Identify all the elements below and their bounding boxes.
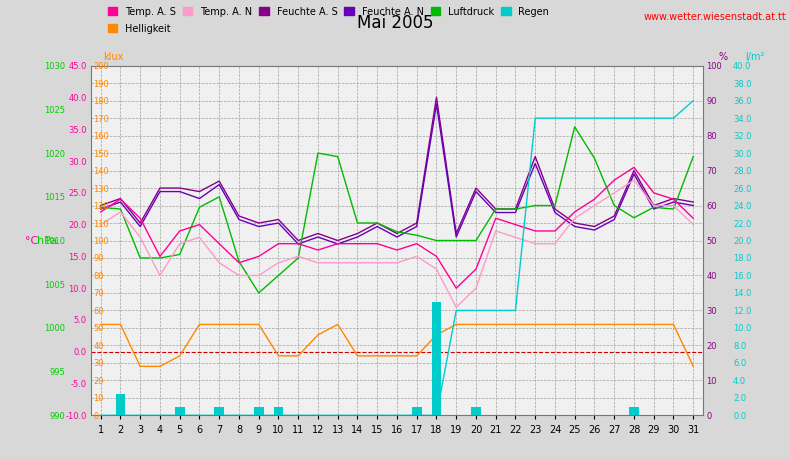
Text: 18.0: 18.0 bbox=[733, 254, 751, 263]
Text: 1005: 1005 bbox=[43, 280, 65, 289]
Text: Mai 2005: Mai 2005 bbox=[357, 14, 433, 32]
Bar bbox=[115, 394, 126, 415]
Text: 5.0: 5.0 bbox=[73, 316, 87, 325]
Text: 40.0: 40.0 bbox=[733, 62, 751, 71]
Text: °C: °C bbox=[25, 236, 38, 246]
Text: 80: 80 bbox=[706, 132, 717, 141]
Text: klux: klux bbox=[103, 52, 123, 62]
Text: hPa: hPa bbox=[37, 236, 58, 246]
Text: 100: 100 bbox=[93, 236, 109, 246]
Text: l/m²: l/m² bbox=[745, 52, 764, 62]
Text: 34.0: 34.0 bbox=[733, 114, 751, 123]
Text: 24.0: 24.0 bbox=[733, 202, 751, 211]
Text: 12.0: 12.0 bbox=[733, 306, 751, 315]
Text: 10: 10 bbox=[93, 393, 103, 403]
Text: 0: 0 bbox=[706, 411, 712, 420]
Text: 1010: 1010 bbox=[43, 236, 65, 246]
Text: 60: 60 bbox=[93, 306, 103, 315]
Text: 25.0: 25.0 bbox=[69, 189, 87, 198]
Bar bbox=[214, 407, 224, 415]
Text: 170: 170 bbox=[93, 114, 109, 123]
Text: 995: 995 bbox=[49, 367, 65, 376]
Text: %: % bbox=[718, 52, 728, 62]
Text: 15.0: 15.0 bbox=[69, 252, 87, 261]
Text: 50: 50 bbox=[93, 324, 103, 333]
Text: 30.0: 30.0 bbox=[69, 157, 87, 166]
Text: 20: 20 bbox=[706, 341, 717, 350]
Text: 30: 30 bbox=[93, 358, 103, 368]
Text: 16.0: 16.0 bbox=[733, 271, 751, 280]
Text: 100: 100 bbox=[706, 62, 722, 71]
Text: 8.0: 8.0 bbox=[733, 341, 747, 350]
Text: 22.0: 22.0 bbox=[733, 219, 751, 228]
Text: 20.0: 20.0 bbox=[69, 221, 87, 230]
Text: 38.0: 38.0 bbox=[733, 79, 752, 89]
Text: 180: 180 bbox=[93, 97, 109, 106]
Text: www.wetter.wiesenstadt.at.tt: www.wetter.wiesenstadt.at.tt bbox=[643, 11, 786, 22]
Text: 70: 70 bbox=[93, 289, 103, 298]
Bar bbox=[471, 407, 481, 415]
Bar bbox=[431, 302, 442, 415]
Text: 130: 130 bbox=[93, 184, 109, 193]
Text: 150: 150 bbox=[93, 149, 109, 158]
Bar bbox=[175, 407, 185, 415]
Text: 190: 190 bbox=[93, 79, 109, 89]
Text: 2.0: 2.0 bbox=[733, 393, 747, 403]
Text: 10.0: 10.0 bbox=[733, 324, 751, 333]
Text: 1030: 1030 bbox=[43, 62, 65, 71]
Text: 50: 50 bbox=[706, 236, 717, 246]
Text: 32.0: 32.0 bbox=[733, 132, 751, 141]
Text: 120: 120 bbox=[93, 202, 109, 211]
Text: 200: 200 bbox=[93, 62, 109, 71]
Text: 14.0: 14.0 bbox=[733, 289, 751, 298]
Text: 110: 110 bbox=[93, 219, 109, 228]
Text: 30.0: 30.0 bbox=[733, 149, 751, 158]
Text: -5.0: -5.0 bbox=[71, 379, 87, 388]
Text: 1015: 1015 bbox=[43, 193, 65, 202]
Text: 40: 40 bbox=[93, 341, 103, 350]
Text: 140: 140 bbox=[93, 167, 109, 176]
Text: 30: 30 bbox=[706, 306, 717, 315]
Text: 20: 20 bbox=[93, 376, 103, 385]
Text: 0.0: 0.0 bbox=[733, 411, 747, 420]
Text: 990: 990 bbox=[49, 411, 65, 420]
Text: 1000: 1000 bbox=[43, 324, 65, 333]
Text: 1025: 1025 bbox=[43, 106, 65, 115]
Text: 45.0: 45.0 bbox=[69, 62, 87, 71]
Text: 0.0: 0.0 bbox=[73, 347, 87, 357]
Bar bbox=[273, 407, 284, 415]
Bar bbox=[629, 407, 639, 415]
Text: 60: 60 bbox=[706, 202, 717, 211]
Text: 0: 0 bbox=[93, 411, 99, 420]
Text: 10.0: 10.0 bbox=[69, 284, 87, 293]
Bar bbox=[412, 407, 422, 415]
Text: 80: 80 bbox=[93, 271, 103, 280]
Text: 20.0: 20.0 bbox=[733, 236, 751, 246]
Text: 160: 160 bbox=[93, 132, 109, 141]
Text: 26.0: 26.0 bbox=[733, 184, 751, 193]
Text: 10: 10 bbox=[706, 376, 717, 385]
Text: 40.0: 40.0 bbox=[69, 94, 87, 103]
Bar bbox=[254, 407, 264, 415]
Text: 28.0: 28.0 bbox=[733, 167, 751, 176]
Text: 1020: 1020 bbox=[43, 149, 65, 158]
Legend: Helligkeit: Helligkeit bbox=[107, 24, 171, 34]
Text: 4.0: 4.0 bbox=[733, 376, 747, 385]
Text: 6.0: 6.0 bbox=[733, 358, 747, 368]
Text: 40: 40 bbox=[706, 271, 717, 280]
Text: 36.0: 36.0 bbox=[733, 97, 752, 106]
Text: 90: 90 bbox=[93, 254, 103, 263]
Text: 35.0: 35.0 bbox=[69, 125, 87, 134]
Legend: Temp. A. S, Temp. A. N, Feuchte A. S, Feuchte A. N, Luftdruck, Regen: Temp. A. S, Temp. A. N, Feuchte A. S, Fe… bbox=[107, 7, 549, 17]
Text: -10.0: -10.0 bbox=[66, 411, 87, 420]
Text: 70: 70 bbox=[706, 167, 717, 176]
Text: 90: 90 bbox=[706, 97, 717, 106]
